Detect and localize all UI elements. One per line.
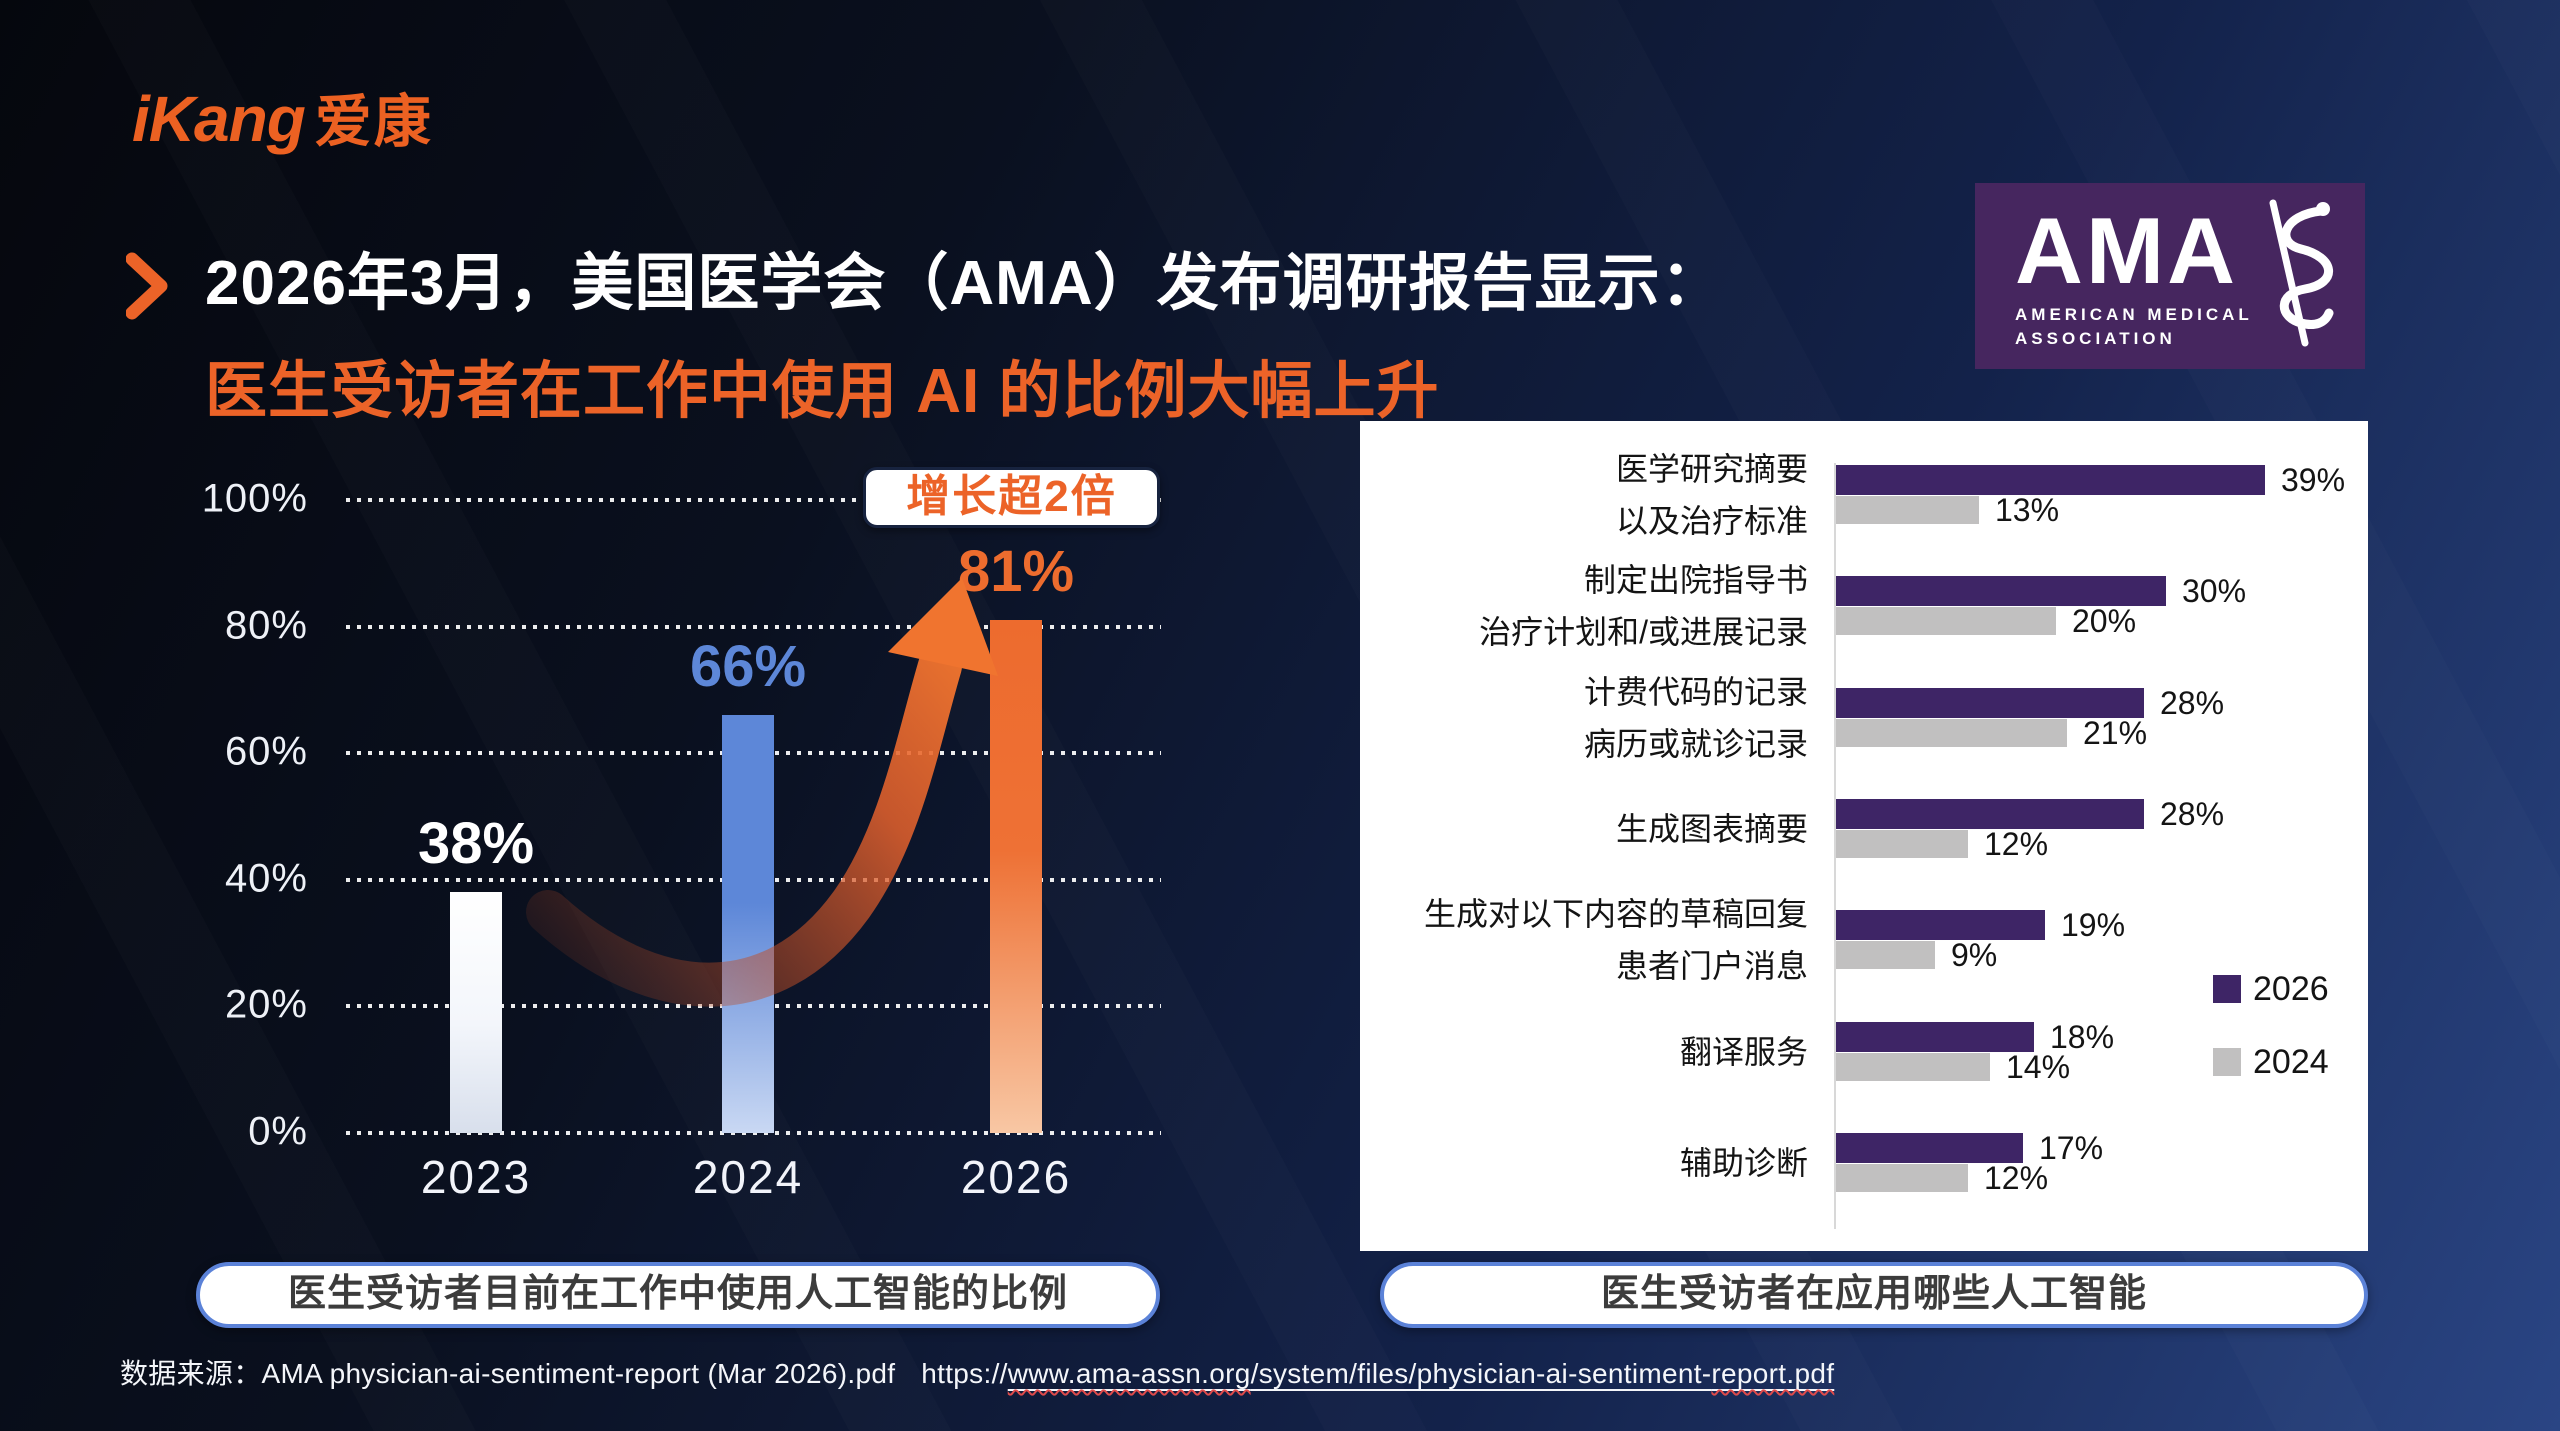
hbar-value: 28%	[2160, 795, 2225, 832]
row-label-line: 治疗计划和/或进展记录	[1479, 614, 1808, 651]
bar-2026	[990, 620, 1042, 1133]
hbar	[1836, 607, 2056, 636]
ama-logo: AMA AMERICAN MEDICAL ASSOCIATION	[1975, 183, 2365, 369]
row-label: 辅助诊断	[1360, 1137, 1808, 1189]
source-file: AMA physician-ai-sentiment-report (Mar 2…	[261, 1358, 896, 1389]
gridline	[346, 1131, 1161, 1135]
source-url[interactable]: www.ama-assn.org/system/files/physician-…	[1007, 1358, 1835, 1389]
hbar	[1836, 687, 2144, 718]
legend-swatch-2024	[2213, 1048, 2241, 1076]
legend-swatch-2026	[2213, 975, 2241, 1003]
row-label-line: 翻译服务	[1679, 1033, 1808, 1070]
hbar-value: 21%	[2083, 714, 2148, 751]
hbar-value: 20%	[2072, 603, 2137, 640]
row-label-line: 患者门户消息	[1615, 948, 1808, 985]
row-label: 生成图表摘要	[1360, 803, 1808, 855]
bar-2023	[450, 892, 502, 1133]
row-label-line: 病历或就诊记录	[1583, 725, 1808, 762]
hbar	[1836, 496, 1979, 524]
row-label-line: 以及治疗标准	[1615, 503, 1808, 539]
left-chart-caption: 医生受访者目前在工作中使用人工智能的比例	[196, 1262, 1160, 1328]
hbar	[1836, 1052, 1990, 1081]
row-label-line: 辅助诊断	[1679, 1144, 1808, 1181]
usage-trend-chart: 100% 80% 60% 40% 20% 0% 38% 2023 66% 2024 81% 2026…	[196, 460, 1176, 1240]
y-axis-tick: 0%	[248, 1109, 308, 1154]
hbar-value: 9%	[1951, 937, 1998, 974]
legend-entry-2026: 2026	[2213, 969, 2329, 1009]
hbar-value: 12%	[1984, 1159, 2049, 1196]
y-axis-tick: 80%	[224, 603, 308, 648]
ai-applications-chart: 医学研究摘要 以及治疗标准 39% 13% 制定出院指导书治疗计划和/或进展记录 30% 2…	[1360, 421, 2368, 1251]
legend-entry-2024: 2024	[2213, 1042, 2329, 1082]
x-axis-tick: 2026	[960, 1151, 1072, 1203]
row-label-line: 生成对以下内容的草稿回复	[1423, 896, 1808, 933]
page-title-line1: 2026年3月，美国医学会（AMA）发布调研报告显示：	[205, 249, 1724, 318]
row-label-line: 医学研究摘要	[1615, 451, 1808, 487]
ikang-logo-latin: iKang	[132, 83, 306, 155]
y-axis-tick: 40%	[224, 856, 308, 901]
page-title-line2: 医生受访者在工作中使用 AI 的比例大幅上升	[205, 357, 1440, 426]
row-label-line: 制定出院指导书	[1583, 562, 1808, 599]
row-label-line: 生成图表摘要	[1615, 810, 1808, 847]
row-label-line: 计费代码的记录	[1583, 673, 1808, 710]
ikang-logo: iKang 爱康	[132, 76, 433, 158]
ama-logo-line1: AMERICAN MEDICAL	[2015, 305, 2253, 324]
gridline	[346, 624, 1161, 629]
right-chart-axis-line	[1834, 463, 1836, 1229]
hbar-value: 19%	[2061, 907, 2126, 944]
hbar-value: 13%	[1995, 492, 2060, 528]
hbar-value: 39%	[2281, 462, 2346, 498]
row-label: 生成对以下内容的草稿回复患者门户消息	[1360, 888, 1808, 992]
growth-badge: 增长超2倍	[863, 467, 1160, 528]
gridline	[346, 498, 1161, 502]
y-axis-tick: 60%	[224, 729, 308, 774]
hbar	[1836, 910, 2045, 941]
hbar	[1836, 941, 1935, 970]
hbar-value: 14%	[2006, 1048, 2071, 1085]
hbar	[1836, 829, 1968, 858]
right-chart-caption: 医生受访者在应用哪些人工智能	[1380, 1262, 2368, 1328]
y-axis-tick: 100%	[201, 476, 308, 521]
ama-logo-line2: ASSOCIATION	[2015, 329, 2176, 348]
row-label: 医学研究摘要 以及治疗标准	[1360, 443, 1808, 547]
chart-legend: 2026 2024	[2213, 969, 2329, 1115]
hbar-value: 30%	[2182, 573, 2247, 610]
legend-label-2026: 2026	[2253, 969, 2329, 1008]
hbar	[1836, 1132, 2023, 1163]
bar-2024	[722, 715, 774, 1133]
hbar	[1836, 1163, 1968, 1192]
ikang-logo-cjk: 爱康	[314, 90, 433, 154]
hbar-value: 17%	[2039, 1129, 2104, 1166]
data-source-line: 数据来源：AMA physician-ai-sentiment-report (…	[120, 1352, 1834, 1392]
row-label: 翻译服务	[1360, 1026, 1808, 1078]
ama-logo-acronym: AMA	[2015, 198, 2239, 303]
bar-value-label: 38%	[417, 811, 535, 877]
x-axis-tick: 2024	[692, 1151, 804, 1203]
chevron-bullet-icon	[126, 252, 168, 320]
hbar-value: 28%	[2160, 684, 2225, 721]
hbar	[1836, 718, 2067, 747]
caduceus-icon	[2269, 199, 2334, 347]
bar-value-label: 81%	[957, 539, 1075, 605]
legend-label-2024: 2024	[2253, 1042, 2329, 1081]
y-axis-tick: 20%	[224, 982, 308, 1027]
row-label: 制定出院指导书治疗计划和/或进展记录	[1360, 554, 1808, 658]
row-label: 计费代码的记录 病历或就诊记录	[1360, 666, 1808, 770]
hbar-value: 12%	[1984, 825, 2049, 862]
source-url-prefix[interactable]: https://	[921, 1358, 1008, 1389]
hbar-value: 18%	[2050, 1018, 2115, 1055]
x-axis-tick: 2023	[420, 1151, 532, 1203]
hbar	[1836, 798, 2144, 829]
hbar	[1836, 465, 2265, 495]
hbar	[1836, 1021, 2034, 1052]
hbar	[1836, 576, 2166, 607]
source-label: 数据来源：	[120, 1358, 262, 1389]
bar-value-label: 66%	[689, 634, 807, 700]
